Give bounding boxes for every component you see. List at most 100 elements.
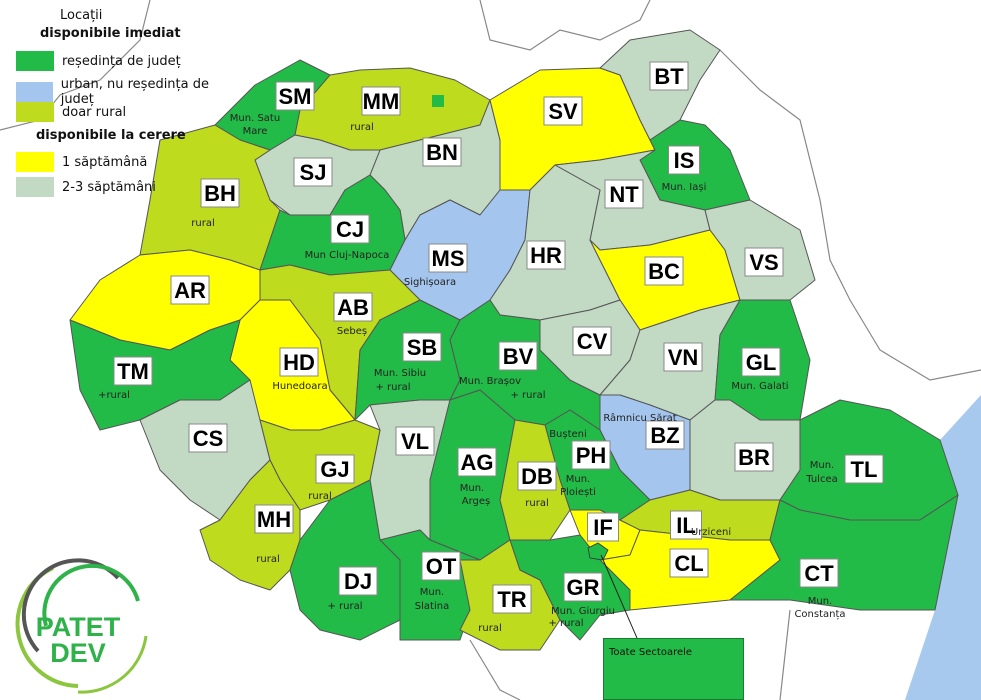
callout-label: Toate Sectoarele xyxy=(609,647,693,658)
county-dj[interactable] xyxy=(289,479,401,641)
label-box xyxy=(200,178,240,208)
label-box xyxy=(315,454,355,484)
logo-text: PATET DEV xyxy=(8,614,148,667)
county-label-mm: MM rural xyxy=(350,86,401,133)
county-code: VL xyxy=(401,429,429,454)
legend-label: 1 săptămână xyxy=(62,154,148,170)
label-box xyxy=(275,81,315,111)
legend-label: doar rural xyxy=(62,104,127,120)
county-code: AR xyxy=(174,278,206,303)
label-box xyxy=(492,584,532,614)
county-label-bh: BH rural xyxy=(191,178,240,229)
legend-item-week1: 1 săptămână xyxy=(16,152,147,172)
label-box xyxy=(563,572,603,602)
county-note: Ploiești xyxy=(560,487,596,498)
label-box xyxy=(421,551,461,581)
county-code: BT xyxy=(654,64,684,89)
county-code: HD xyxy=(283,350,315,375)
label-box xyxy=(279,347,319,377)
county-label-ar: AR xyxy=(170,275,210,305)
county-note: Mun. xyxy=(566,474,590,485)
county-note: rural xyxy=(191,218,214,229)
county-code: IF xyxy=(593,515,613,540)
legend-heading-immediate: disponibile imediat xyxy=(40,26,181,41)
county-note: +rural xyxy=(98,390,130,401)
county-code: CL xyxy=(674,551,703,576)
county-code: SJ xyxy=(300,160,327,185)
label-box xyxy=(428,243,468,273)
legend-label: urban, nu reședința de județ xyxy=(60,77,209,107)
county-note: rural xyxy=(308,491,331,502)
county-code: PH xyxy=(576,443,607,468)
county-label-ag: AG Mun. Argeș xyxy=(457,447,497,507)
county-label-nt: NT xyxy=(604,179,644,209)
logo-arcs xyxy=(15,558,148,694)
label-box xyxy=(170,275,210,305)
county-code: BV xyxy=(503,344,534,369)
county-code: MM xyxy=(363,89,400,114)
baia-mare-marker xyxy=(432,95,444,107)
label-box xyxy=(498,341,538,371)
county-code: NT xyxy=(609,182,639,207)
label-box xyxy=(587,512,619,542)
county-code: CS xyxy=(193,426,224,451)
county-note: Mare xyxy=(243,126,268,137)
bucharest-area[interactable] xyxy=(587,542,609,561)
callout-leader-line xyxy=(600,554,638,639)
county-note: Urziceni xyxy=(691,527,731,538)
legend-heading-on-request: disponibile la cerere xyxy=(36,128,186,143)
county-label-db: DB rural xyxy=(517,461,557,509)
county-note: Constanța xyxy=(794,609,845,620)
county-note: Mun. Galati xyxy=(731,381,788,392)
county-note: Mun. xyxy=(460,483,484,494)
label-box xyxy=(744,247,784,277)
county-note: Râmnicu Sărat xyxy=(603,412,676,424)
county-note: Mun. Brașov xyxy=(459,376,521,387)
county-code: MS xyxy=(432,246,465,271)
county-code: OT xyxy=(426,554,457,579)
county-code: TM xyxy=(117,359,149,384)
county-ct[interactable] xyxy=(729,494,959,611)
county-label-hd: HD Hunedoara xyxy=(272,347,328,392)
county-label-sm: SM Mun. Satu Mare xyxy=(230,81,315,137)
county-label-hr: HR xyxy=(526,240,566,270)
county-label-cs: CS xyxy=(188,423,228,453)
county-code: MH xyxy=(257,507,291,532)
county-code: IS xyxy=(674,148,695,173)
label-box xyxy=(799,558,839,588)
county-note: + rural xyxy=(375,382,410,393)
label-box xyxy=(361,86,401,116)
label-box xyxy=(517,461,557,491)
label-box xyxy=(572,326,612,356)
county-code: BR xyxy=(738,445,770,470)
county-code: SV xyxy=(548,99,578,124)
county-note: + rural xyxy=(510,390,545,401)
county-note: Sebeș xyxy=(337,326,367,337)
county-note: rural xyxy=(350,122,373,133)
neighbor-border xyxy=(719,49,981,381)
county-label-bn: BN xyxy=(422,137,462,167)
county-note: Mun Cluj-Napoca xyxy=(305,250,390,261)
label-box xyxy=(669,548,709,578)
county-label-gl: GL Mun. Galati xyxy=(731,347,789,392)
legend-swatch xyxy=(16,177,54,197)
label-box xyxy=(670,510,702,540)
county-note: Mun. Satu xyxy=(230,113,280,124)
county-note: Mun. Iași xyxy=(662,182,707,193)
county-note: Mun. Giurgiu xyxy=(551,606,615,617)
legend-swatch xyxy=(16,152,54,172)
county-label-ot: OT Mun. Slatina xyxy=(415,551,461,612)
county-label-bv: BV Mun. Brașov + rural xyxy=(459,341,546,401)
county-label-tl: TL Mun. Tulcea xyxy=(805,454,884,485)
label-box xyxy=(663,342,703,372)
county-note: Mun. xyxy=(808,596,832,607)
county-code: IL xyxy=(676,513,696,538)
label-box xyxy=(254,504,294,534)
county-note: + rural xyxy=(548,618,583,629)
county-note: Mun. xyxy=(810,460,834,471)
county-code: GJ xyxy=(320,457,349,482)
county-label-dj: DJ + rural xyxy=(327,566,378,612)
label-box xyxy=(422,137,462,167)
